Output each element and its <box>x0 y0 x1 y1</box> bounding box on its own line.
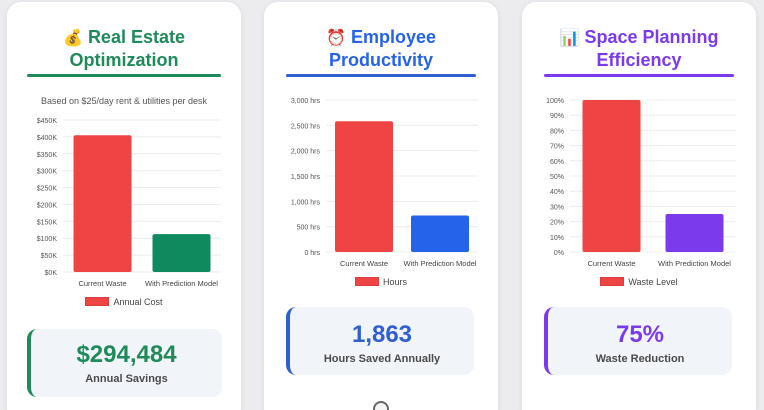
y-tick-label: 60% <box>550 159 564 166</box>
title-line1: Real Estate <box>87 27 185 47</box>
y-tick-label: 100% <box>546 98 564 105</box>
y-tick-label: $200K <box>37 202 58 209</box>
y-tick-label: $0K <box>45 270 58 277</box>
alarm-clock-icon: ⏰ <box>326 28 346 47</box>
y-tick-label: 2,500 hrs <box>291 123 321 130</box>
y-tick-label: 10% <box>550 235 564 242</box>
x-tick-label: Current Waste <box>340 259 388 268</box>
y-tick-label: 0% <box>554 250 564 257</box>
scroll-indicator[interactable] <box>373 401 389 410</box>
title-line1: Employee <box>350 27 436 47</box>
legend-label: Hours <box>382 277 407 287</box>
legend-swatch <box>85 297 110 306</box>
x-tick-label: With Prediction Model <box>404 259 477 268</box>
stat-label: Annual Savings <box>85 373 168 385</box>
card-title: 📊 Space Planning Efficiency <box>522 26 756 71</box>
y-tick-label: 20% <box>550 220 564 227</box>
legend-swatch <box>600 277 625 286</box>
title-divider <box>286 74 476 77</box>
waste-reduction-stat-box: 75% Waste Reduction <box>544 307 732 375</box>
savings-stat-box: $294,484 Annual Savings <box>27 329 222 397</box>
title-line2: Optimization <box>69 50 179 70</box>
bar-with-prediction-model[interactable] <box>152 234 211 272</box>
hours-chart: 0 hrs 500 hrs 1,000 hrs 1,500 hrs 2,000 hrs 2… <box>291 98 478 268</box>
y-tick-label: 40% <box>550 189 564 196</box>
bar-with-prediction-model[interactable] <box>665 214 724 252</box>
title-divider <box>544 74 734 77</box>
y-tick-label: $350K <box>37 152 58 159</box>
y-tick-label: $50K <box>41 253 58 260</box>
x-tick-label: Current Waste <box>587 259 635 268</box>
stat-value: 75% <box>615 321 665 348</box>
card-title: 💰 Real Estate Optimization <box>7 26 241 71</box>
legend-label: Annual Cost <box>113 297 163 307</box>
y-tick-label: 80% <box>550 128 564 135</box>
title-line2: Efficiency <box>596 50 682 70</box>
y-tick-label: 2,000 hrs <box>291 149 321 156</box>
y-tick-label: 1,500 hrs <box>291 174 321 181</box>
money-bag-icon: 💰 <box>63 28 83 47</box>
stat-value: 1,863 <box>351 321 413 348</box>
legend-swatch <box>354 277 379 286</box>
title-line1: Space Planning <box>584 27 719 47</box>
y-tick-label: 1,000 hrs <box>291 199 321 206</box>
x-tick-label: With Prediction Model <box>145 279 218 288</box>
y-tick-label: 0 hrs <box>304 250 320 257</box>
title-divider <box>27 74 221 77</box>
y-tick-label: $450K <box>37 118 58 125</box>
y-tick-label: 90% <box>550 113 564 120</box>
space-planning-card: 📊 Space Planning Efficiency 0% 10% 20% 30% 4… <box>522 2 756 410</box>
chart-legend: Annual Cost <box>7 297 241 307</box>
y-tick-label: $400K <box>37 135 58 142</box>
x-tick-label: Current Waste <box>78 279 126 288</box>
title-line2: Productivity <box>328 50 434 70</box>
bar-current-waste[interactable] <box>582 100 641 252</box>
stat-label: Hours Saved Annually <box>323 353 441 365</box>
bar-chart-icon: 📊 <box>559 28 580 47</box>
stat-label: Waste Reduction <box>595 353 685 365</box>
stat-value: $294,484 <box>76 341 177 368</box>
waste-level-chart: 0% 10% 20% 30% 40% 50% 60% 70% 80% 90% 100% Current… <box>546 98 736 268</box>
y-tick-label: $100K <box>37 236 58 243</box>
bar-current-waste[interactable] <box>335 121 393 252</box>
chart-subtitle: Based on $25/day rent & utilities per de… <box>40 96 208 106</box>
y-tick-label: $300K <box>37 169 58 176</box>
x-tick-label: With Prediction Model <box>658 259 731 268</box>
y-tick-label: 50% <box>550 174 564 181</box>
y-tick-label: $250K <box>37 186 58 193</box>
bar-with-prediction-model[interactable] <box>411 215 469 252</box>
hours-saved-stat-box: 1,863 Hours Saved Annually <box>286 307 474 375</box>
annual-cost-chart: $0K $50K $100K $150K $200K $250K $300K $350K $40… <box>37 118 221 288</box>
employee-productivity-card: ⏰ Employee Productivity 0 hrs 500 hrs 1,00… <box>264 2 498 410</box>
legend-label: Waste Level <box>628 277 678 287</box>
chart-legend: Hours <box>264 277 498 287</box>
real-estate-card: 💰 Real Estate Optimization Based on $25/… <box>7 2 241 410</box>
y-tick-label: 3,000 hrs <box>291 98 321 105</box>
bar-current-waste[interactable] <box>73 135 132 272</box>
y-tick-label: 30% <box>550 204 564 211</box>
y-tick-label: 70% <box>550 144 564 151</box>
chart-legend: Waste Level <box>522 277 756 287</box>
y-tick-label: $150K <box>37 219 58 226</box>
y-tick-label: 500 hrs <box>297 225 321 232</box>
card-title: ⏰ Employee Productivity <box>264 26 498 71</box>
